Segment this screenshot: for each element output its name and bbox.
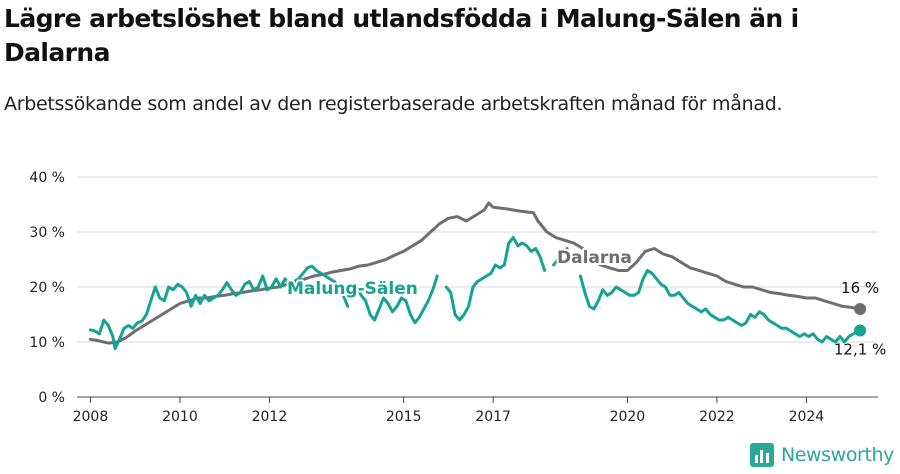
x-tick-label: 2015 — [386, 409, 422, 425]
series-line-malung-salen — [88, 264, 350, 351]
series-line-malung-salen — [552, 247, 569, 267]
series-line-malung-salen — [444, 236, 547, 322]
y-tick-label: 0 % — [38, 390, 65, 406]
x-tick-label: 2024 — [789, 409, 825, 425]
series-label-malung-salen: Malung-Sälen — [287, 279, 418, 299]
x-tick-label: 2020 — [610, 409, 646, 425]
series-label-dalarna: Dalarna — [557, 248, 632, 268]
x-axis: 2008 2010 2012 2015 2017 2020 2022 2024 — [73, 397, 825, 425]
chart-title: Lägre arbetslöshet bland utlandsfödda i … — [4, 4, 799, 67]
chart-subtitle: Arbetssökande som andel av den registerb… — [4, 93, 783, 115]
end-label-malung-salen: 12,1 % — [834, 340, 886, 358]
series-labels: Dalarna Malung-Sälen — [285, 246, 634, 301]
end-label-dalarna: 16 % — [841, 279, 879, 297]
x-tick-label: 2022 — [699, 409, 735, 425]
bar-chart-logo-icon — [749, 443, 774, 467]
x-tick-label: 2017 — [475, 409, 511, 425]
y-axis: 0 % 10 % 20 % 30 % 40 % — [29, 170, 65, 406]
brand-name: Newsworthy — [780, 444, 894, 466]
y-tick-label: 10 % — [29, 335, 65, 351]
x-tick-label: 2012 — [252, 409, 288, 425]
newsworthy-logo: Newsworthy — [749, 440, 894, 470]
end-markers: 16 % 12,1 % — [834, 279, 886, 358]
y-tick-label: 40 % — [29, 170, 65, 186]
gridlines — [77, 176, 878, 398]
x-tick-label: 2010 — [162, 409, 198, 425]
y-tick-label: 30 % — [29, 225, 65, 241]
series-lines — [88, 201, 862, 351]
y-tick-label: 20 % — [29, 280, 65, 296]
x-tick-label: 2008 — [73, 409, 109, 425]
end-point-dalarna — [854, 303, 867, 315]
end-point-malung-salen — [854, 324, 867, 337]
series-line-malung-salen — [578, 269, 862, 344]
series-line-malung-salen — [355, 274, 439, 325]
